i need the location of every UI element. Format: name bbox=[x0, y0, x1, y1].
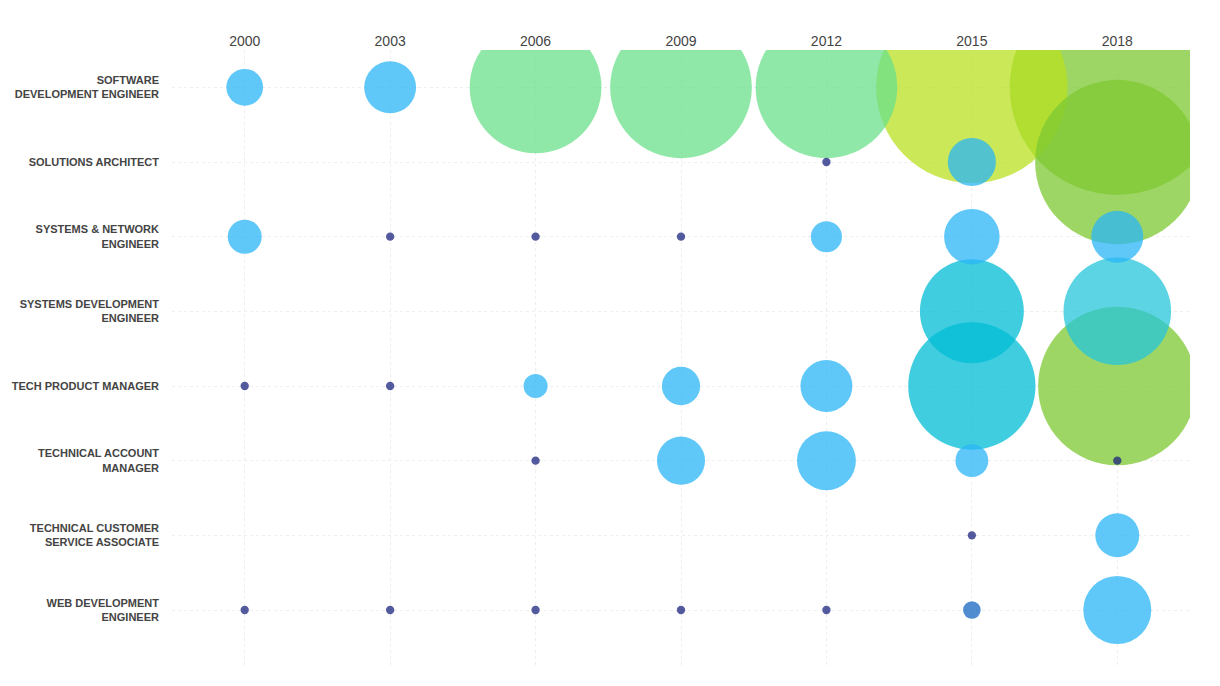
svg-text:2000: 2000 bbox=[229, 33, 260, 49]
svg-text:TECH PRODUCT MANAGER: TECH PRODUCT MANAGER bbox=[12, 380, 159, 392]
svg-text:2009: 2009 bbox=[665, 33, 696, 49]
svg-text:WEB DEVELOPMENTENGINEER: WEB DEVELOPMENTENGINEER bbox=[47, 597, 160, 623]
svg-text:SYSTEMS & NETWORKENGINEER: SYSTEMS & NETWORKENGINEER bbox=[36, 223, 160, 249]
svg-text:2003: 2003 bbox=[375, 33, 406, 49]
svg-text:2012: 2012 bbox=[811, 33, 842, 49]
svg-text:2018: 2018 bbox=[1102, 33, 1133, 49]
svg-text:2006: 2006 bbox=[520, 33, 551, 49]
svg-text:2015: 2015 bbox=[956, 33, 987, 49]
svg-text:TECHNICAL ACCOUNTMANAGER: TECHNICAL ACCOUNTMANAGER bbox=[38, 447, 159, 473]
svg-text:SYSTEMS DEVELOPMENTENGINEER: SYSTEMS DEVELOPMENTENGINEER bbox=[20, 298, 160, 324]
svg-text:TECHNICAL CUSTOMERSERVICE ASSO: TECHNICAL CUSTOMERSERVICE ASSOCIATE bbox=[30, 522, 159, 548]
svg-text:SOLUTIONS ARCHITECT: SOLUTIONS ARCHITECT bbox=[29, 156, 160, 168]
svg-text:SOFTWAREDEVELOPMENT ENGINEER: SOFTWAREDEVELOPMENT ENGINEER bbox=[15, 74, 159, 100]
